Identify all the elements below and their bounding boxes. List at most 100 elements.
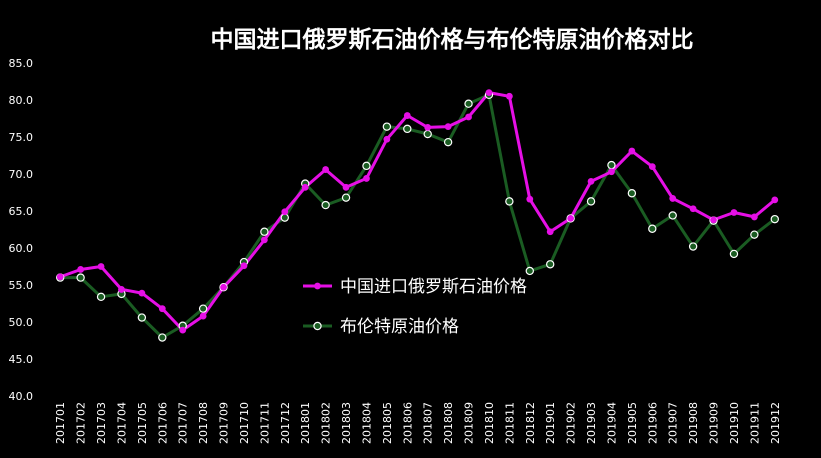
y-tick-label: 50.0 <box>9 316 34 329</box>
legend-swatch-marker <box>314 282 321 290</box>
series-2-point <box>443 137 453 147</box>
series-2-point <box>423 129 432 139</box>
x-axis-ticks: 201701 201702 201703 201704 201705 201706 2017… <box>54 402 782 444</box>
y-tick-label: 45.0 <box>9 353 34 366</box>
series-2-point <box>607 160 616 170</box>
series-2-point <box>688 242 698 251</box>
y-tick-label: 80.0 <box>9 94 34 107</box>
y-tick-label: 75.0 <box>9 131 34 144</box>
series-2-point <box>137 313 147 322</box>
series-2-point <box>158 333 167 342</box>
x-tick-label: 201811 <box>503 402 516 444</box>
series-1-point <box>567 215 575 222</box>
series-1-point <box>771 196 779 204</box>
x-tick-label: 201703 <box>95 402 108 444</box>
chart-title: 中国进口俄罗斯石油价格与布伦特原油价格对比 <box>211 26 694 53</box>
legend-label: 中国进口俄罗斯石油价格 <box>340 277 527 297</box>
series-2-point <box>648 224 657 233</box>
series-1-point <box>730 209 738 216</box>
series-1-point <box>260 236 268 244</box>
x-tick-label: 201905 <box>626 402 639 444</box>
series-2-point <box>627 189 637 198</box>
series-2-point <box>76 273 85 282</box>
y-tick-label: 40.0 <box>9 390 34 403</box>
series-2-point <box>464 99 473 108</box>
x-tick-label: 201806 <box>401 402 414 444</box>
x-tick-label: 201710 <box>238 402 251 444</box>
series-1-point <box>424 123 432 131</box>
x-tick-label: 201906 <box>646 402 659 444</box>
series-1-point <box>750 213 758 221</box>
series-1-point <box>444 123 452 131</box>
series-2-point <box>750 230 759 239</box>
series-1-point <box>77 266 85 273</box>
x-tick-label: 201902 <box>565 402 578 444</box>
x-tick-label: 201908 <box>687 402 700 444</box>
series-2-point <box>362 161 371 171</box>
series-1-point <box>608 168 615 176</box>
x-tick-label: 201704 <box>115 402 128 444</box>
x-tick-label: 201903 <box>585 402 598 444</box>
series-1-point <box>669 195 677 202</box>
x-tick-label: 201701 <box>54 402 67 444</box>
x-tick-label: 201808 <box>442 402 455 444</box>
series-1-point <box>97 263 105 270</box>
series-2-point <box>403 124 412 134</box>
y-tick-label: 85.0 <box>9 57 34 70</box>
series-1-point <box>403 112 411 119</box>
y-axis-ticks: 40.0 45.0 50.0 55.0 60.0 65.0 70.0 75.0 80.0 85.0 <box>9 57 34 403</box>
series-1-point <box>546 228 554 236</box>
series-2-point <box>770 214 779 224</box>
series-1-point <box>158 305 166 313</box>
series-1-point <box>710 216 717 224</box>
x-tick-label: 201801 <box>299 402 312 444</box>
x-tick-label: 201711 <box>258 402 271 444</box>
series-1-point <box>689 205 697 213</box>
x-tick-label: 201904 <box>605 402 618 444</box>
series-2-point <box>586 197 596 206</box>
x-tick-label: 201910 <box>728 402 741 444</box>
x-tick-label: 201809 <box>463 402 476 444</box>
x-tick-label: 201911 <box>748 402 761 444</box>
y-tick-label: 65.0 <box>9 205 34 218</box>
series-1-point <box>322 166 330 173</box>
x-tick-label: 201912 <box>769 402 782 444</box>
x-tick-label: 201907 <box>667 402 680 444</box>
series-1-point <box>505 92 513 100</box>
series-2-point <box>668 211 677 220</box>
x-tick-label: 201803 <box>340 402 353 444</box>
y-tick-label: 60.0 <box>9 242 34 255</box>
x-tick-label: 201802 <box>320 402 333 444</box>
series-1-point <box>587 178 595 185</box>
series-2-point <box>198 304 208 313</box>
series-1-point <box>199 312 207 320</box>
x-tick-label: 201812 <box>524 402 537 444</box>
x-tick-label: 201702 <box>75 402 88 444</box>
x-tick-label: 201708 <box>197 402 210 444</box>
series-1-point <box>465 113 472 121</box>
series-layer <box>56 89 779 342</box>
x-tick-label: 201901 <box>544 402 557 444</box>
series-1-point <box>526 195 534 203</box>
y-tick-label: 55.0 <box>9 279 34 292</box>
series-2-point <box>96 292 106 302</box>
series-2-point <box>321 200 330 210</box>
series-1-point <box>342 183 350 191</box>
x-tick-label: 201705 <box>136 402 149 444</box>
x-tick-label: 201807 <box>422 402 435 444</box>
series-1-point <box>138 289 146 297</box>
x-tick-label: 201909 <box>708 402 721 444</box>
series-2-point <box>525 266 534 276</box>
series-1-point <box>485 89 493 96</box>
series-1-point <box>240 262 248 270</box>
series-1-point <box>301 183 309 191</box>
legend-label: 布伦特原油价格 <box>340 317 459 337</box>
series-1-point <box>363 175 370 182</box>
x-tick-label: 201810 <box>483 402 496 444</box>
x-tick-label: 201804 <box>360 402 373 444</box>
series-2-point <box>546 260 555 269</box>
series-1-point <box>56 273 64 281</box>
series-1-point <box>281 208 289 216</box>
x-tick-label: 201707 <box>177 402 190 444</box>
